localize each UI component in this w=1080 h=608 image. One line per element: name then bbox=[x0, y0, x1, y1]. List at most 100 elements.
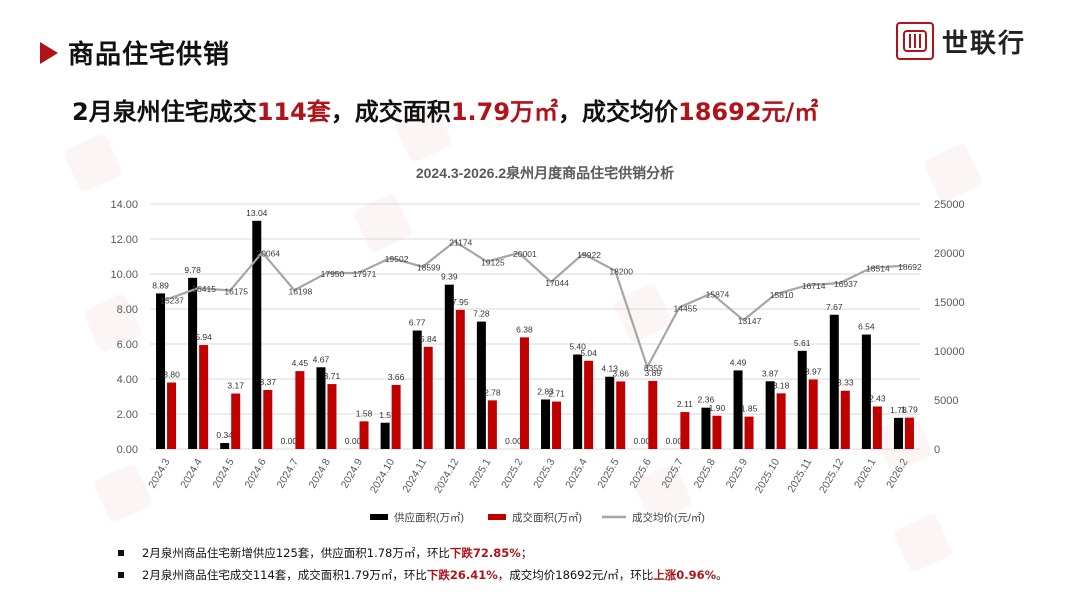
supply-bar-label: 13.04 bbox=[246, 208, 268, 218]
price-line-label: 20001 bbox=[513, 249, 537, 259]
sales-bar bbox=[519, 337, 529, 449]
x-axis-tick-label: 2026.2 bbox=[884, 456, 911, 490]
sales-bar-label: 3.80 bbox=[163, 370, 180, 380]
logo-icon bbox=[896, 22, 934, 60]
sales-bar-label: 5.94 bbox=[195, 332, 212, 342]
supply-bar bbox=[444, 284, 454, 449]
supply-bar-label: 0.34 bbox=[216, 430, 233, 440]
price-line-label: 16415 bbox=[192, 284, 216, 294]
sales-bar-label: 2.71 bbox=[548, 389, 565, 399]
right-axis-tick-label: 5000 bbox=[934, 395, 958, 407]
sales-bar bbox=[423, 346, 433, 449]
supply-bar-label: 4.67 bbox=[313, 354, 330, 364]
price-line-label: 15237 bbox=[160, 296, 184, 306]
sales-bar bbox=[263, 390, 273, 449]
x-axis-tick-label: 2025.1 bbox=[467, 456, 494, 490]
right-axis-tick-label: 25000 bbox=[934, 199, 965, 211]
note-highlight: 下跌72.85% bbox=[449, 546, 521, 560]
x-axis-tick-label: 2024.6 bbox=[242, 456, 269, 490]
supply-bar bbox=[220, 443, 230, 449]
x-axis-tick-label: 2024.7 bbox=[275, 456, 302, 490]
x-axis-tick-label: 2024.9 bbox=[339, 456, 366, 490]
supply-bar bbox=[380, 422, 390, 449]
price-line-label: 14455 bbox=[674, 303, 698, 313]
section-title: 商品住宅供销 bbox=[68, 40, 231, 70]
sales-bar-label: 3.97 bbox=[805, 367, 822, 377]
chart-title: 2024.3-2026.2泉州月度商品住宅供销分析 bbox=[416, 165, 674, 181]
price-line-label: 13147 bbox=[738, 316, 762, 326]
supply-bar-label: 4.13 bbox=[601, 364, 618, 374]
sales-bar-label: 5.04 bbox=[580, 348, 597, 358]
left-axis-tick-label: 12.00 bbox=[110, 234, 138, 246]
headline-part2: ，成交面积 bbox=[330, 98, 451, 126]
price-line-label: 16714 bbox=[802, 281, 826, 291]
supply-bar bbox=[188, 277, 198, 449]
legend-label: 成交面积(万㎡) bbox=[512, 511, 582, 524]
supply-bar-label: 0.00 bbox=[281, 436, 298, 446]
x-axis-tick-label: 2024.5 bbox=[210, 456, 237, 490]
supply-bar-label: 4.49 bbox=[730, 357, 747, 367]
sales-bar-label: 3.18 bbox=[773, 380, 790, 390]
supply-bar-label: 7.28 bbox=[473, 309, 490, 319]
sales-bar-label: 7.95 bbox=[452, 297, 469, 307]
sales-bar bbox=[167, 382, 177, 449]
supply-bar bbox=[765, 381, 775, 449]
price-line-label: 18599 bbox=[417, 263, 441, 273]
x-axis-tick-label: 2025.2 bbox=[499, 456, 526, 490]
supply-bar bbox=[412, 330, 422, 449]
right-axis-tick-label: 20000 bbox=[934, 248, 965, 260]
headline-sets: 114套 bbox=[256, 98, 331, 126]
price-line-label: 8355 bbox=[644, 363, 663, 373]
sales-bar-label: 5.84 bbox=[420, 334, 437, 344]
sales-bar-label: 2.43 bbox=[869, 393, 886, 403]
price-line-label: 18514 bbox=[866, 264, 890, 274]
sales-bar-label: 1.85 bbox=[741, 404, 758, 414]
x-axis-tick-label: 2024.10 bbox=[368, 456, 397, 495]
price-line-label: 17950 bbox=[321, 269, 345, 279]
supply-bar-label: 6.54 bbox=[858, 322, 875, 332]
legend-label: 成交均价(元/㎡) bbox=[632, 511, 705, 524]
sales-bar-label: 2.78 bbox=[484, 387, 501, 397]
price-line-label: 17971 bbox=[353, 269, 377, 279]
x-axis-tick-label: 2024.3 bbox=[146, 456, 173, 490]
sales-bar bbox=[712, 415, 722, 449]
x-axis-tick-label: 2024.11 bbox=[400, 456, 429, 494]
right-axis-tick-label: 15000 bbox=[934, 297, 965, 309]
supply-bar-label: 5.61 bbox=[794, 338, 811, 348]
logo-text: 世联行 bbox=[942, 28, 1027, 59]
x-axis-tick-label: 2025.8 bbox=[692, 456, 719, 490]
headline-area: 1.79万㎡ bbox=[450, 98, 559, 126]
note-supply: 2月泉州商品住宅新增供应125套，供应面积1.78万㎡，环比 下跌72.85%； bbox=[118, 542, 1018, 564]
header: 商品住宅供销 世联行 bbox=[0, 0, 1080, 80]
supply-bar-label: 3.87 bbox=[762, 368, 779, 378]
x-axis-tick-label: 2025.11 bbox=[785, 456, 814, 494]
sales-bar bbox=[648, 380, 658, 449]
x-axis-tick-label: 2025.12 bbox=[817, 456, 846, 495]
supply-bar-label: 0.00 bbox=[634, 436, 651, 446]
price-line-label: 17044 bbox=[545, 278, 569, 288]
price-line-label: 19125 bbox=[481, 258, 505, 268]
x-axis-tick-label: 2024.4 bbox=[178, 456, 205, 490]
sales-bar-label: 3.86 bbox=[612, 368, 629, 378]
price-line-label: 15810 bbox=[770, 290, 794, 300]
sales-bar-label: 4.45 bbox=[292, 358, 309, 368]
supply-bar-label: 2.83 bbox=[537, 386, 554, 396]
sales-bar bbox=[487, 400, 497, 449]
price-line-label: 16175 bbox=[224, 286, 248, 296]
price-line-label: 18200 bbox=[609, 267, 633, 277]
price-line-label: 20064 bbox=[256, 248, 280, 258]
note-text: 2月泉州商品住宅新增供应125套，供应面积1.78万㎡，环比 bbox=[142, 546, 450, 560]
x-axis-tick-label: 2025.4 bbox=[563, 456, 590, 490]
left-axis-tick-label: 6.00 bbox=[117, 339, 138, 351]
supply-bar-label: 1.5 bbox=[379, 410, 391, 420]
supply-bar-label: 1.78 bbox=[890, 405, 907, 415]
bullet-icon bbox=[118, 572, 124, 578]
supply-bar bbox=[893, 417, 903, 449]
sales-bar-label: 6.38 bbox=[516, 324, 533, 334]
supply-bar-label: 0.00 bbox=[345, 436, 362, 446]
x-axis-tick-label: 2026.1 bbox=[852, 456, 879, 490]
headline-part1: 2月泉州住宅成交 bbox=[72, 98, 257, 126]
note-highlight: 上涨0.96% bbox=[653, 568, 717, 582]
note-text: 。 bbox=[716, 568, 728, 582]
left-axis-tick-label: 2.00 bbox=[117, 409, 138, 421]
